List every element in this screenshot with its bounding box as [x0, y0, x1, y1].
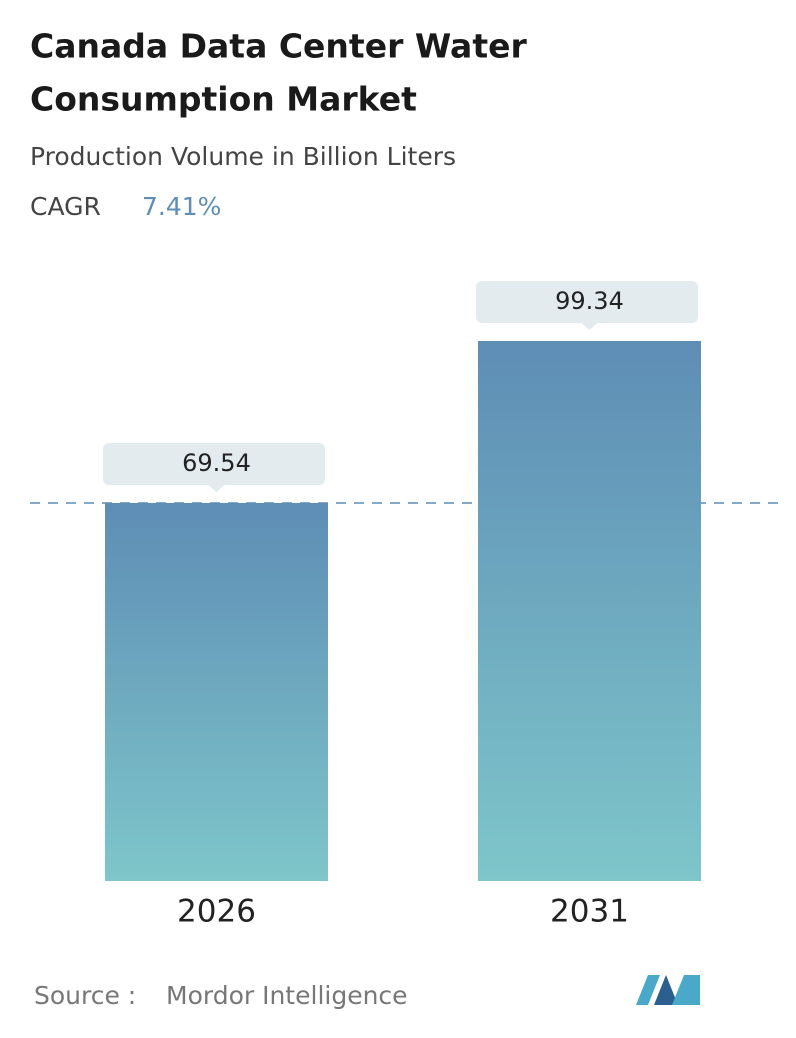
logo [636, 975, 700, 1005]
source: Mordor Intelligence [166, 981, 408, 1010]
chart-title: Canada Data Center Water [30, 27, 527, 66]
x-tick-label: 2026 [177, 894, 256, 930]
bar [105, 502, 328, 881]
chart-title: Consumption Market [30, 80, 417, 119]
value-label: 69.54 [182, 449, 251, 477]
cagr-value: 7.41% [142, 192, 221, 221]
value-label: 99.34 [555, 287, 624, 315]
source-label: Source : [34, 981, 136, 1010]
bar [478, 341, 701, 881]
value-label-box [103, 442, 325, 485]
subtitle: Production Volume in Billion Liters [30, 142, 456, 171]
value-label-box [476, 281, 698, 323]
value-label-pointer [208, 484, 225, 492]
value-label-pointer [581, 323, 598, 330]
x-tick-label: 2031 [550, 894, 629, 930]
cagr-label: CAGR [30, 192, 101, 221]
